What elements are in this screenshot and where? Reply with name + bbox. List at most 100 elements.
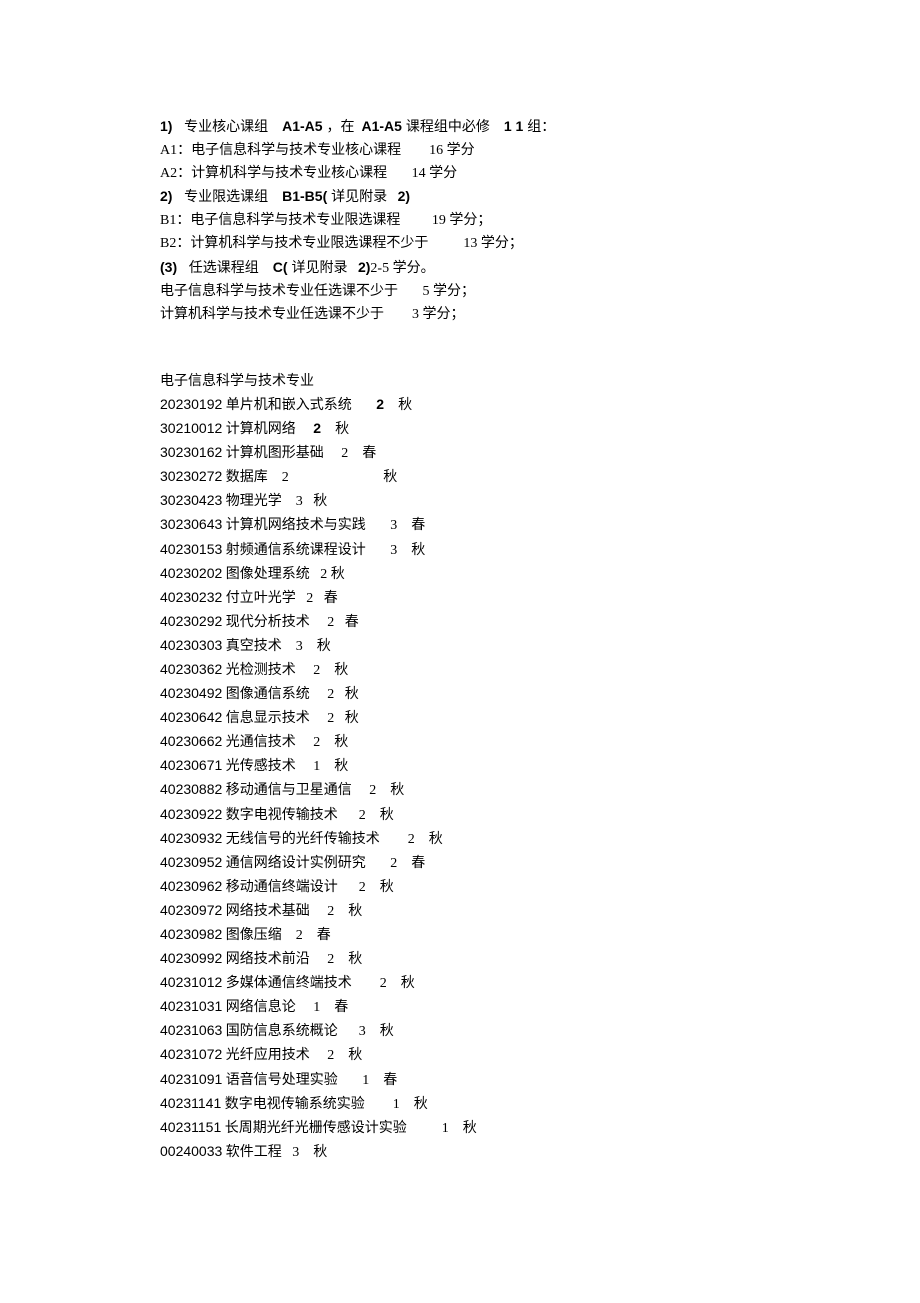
course-code: 40231091 <box>160 1071 222 1087</box>
course-code: 40230492 <box>160 685 222 701</box>
course-name: 计算机网络 <box>222 422 313 437</box>
course-name: 通信网络设计实例研究 2 春 <box>222 856 425 871</box>
course-name: 移动通信终端设计 2 秋 <box>222 880 394 895</box>
course-name: 数据库 2 秋 <box>222 470 397 485</box>
course-row: 40230492 图像通信系统 2 秋 <box>160 682 760 706</box>
course-row: 40230671 光传感技术 1 秋 <box>160 754 760 778</box>
course-term: 秋 <box>321 422 349 437</box>
course-code: 40230932 <box>160 830 222 846</box>
course-row: 40230642 信息显示技术 2 秋 <box>160 706 760 730</box>
course-name: 网络技术基础 2 秋 <box>222 904 362 919</box>
course-row: 30230423 物理光学 3 秋 <box>160 489 760 513</box>
course-name: 光检测技术 2 秋 <box>222 663 348 678</box>
course-row: 40230362 光检测技术 2 秋 <box>160 658 760 682</box>
course-code: 40231072 <box>160 1046 222 1062</box>
header-line-5: B1：电子信息科学与技术专业限选课程 19 学分； <box>160 209 760 232</box>
course-name: 光纤应用技术 2 秋 <box>222 1048 362 1063</box>
course-name: 图像通信系统 2 秋 <box>222 687 359 702</box>
course-name: 网络信息论 1 春 <box>222 1000 348 1015</box>
course-name: 语音信号处理实验 1 春 <box>222 1073 397 1088</box>
course-list: 20230192 单片机和嵌入式系统 2 秋30210012 计算机网络 2 秋… <box>160 393 760 1164</box>
course-row: 00240033 软件工程 3 秋 <box>160 1140 760 1164</box>
course-code: 40230362 <box>160 661 222 677</box>
header-line-2: A1：电子信息科学与技术专业核心课程 16 学分 <box>160 139 760 162</box>
course-row: 40230292 现代分析技术 2 春 <box>160 610 760 634</box>
header-line-7: (3) 任选课程组 C( 详见附录 2)2-5 学分。 <box>160 256 760 280</box>
course-row: 40230662 光通信技术 2 秋 <box>160 730 760 754</box>
course-code: 40230662 <box>160 733 222 749</box>
course-row: 40230922 数字电视传输技术 2 秋 <box>160 803 760 827</box>
course-row: 40230992 网络技术前沿 2 秋 <box>160 947 760 971</box>
course-credits: 2 <box>313 420 321 436</box>
course-code: 40230952 <box>160 854 222 870</box>
course-name: 多媒体通信终端技术 2 秋 <box>222 976 415 991</box>
course-row: 20230192 单片机和嵌入式系统 2 秋 <box>160 393 760 417</box>
course-name: 数字电视传输技术 2 秋 <box>222 808 394 823</box>
course-row: 40231072 光纤应用技术 2 秋 <box>160 1043 760 1067</box>
course-code: 30230643 <box>160 516 222 532</box>
header-line-6: B2：计算机科学与技术专业限选课程不少于 13 学分； <box>160 232 760 255</box>
course-row: 30230643 计算机网络技术与实践 3 春 <box>160 513 760 537</box>
course-code: 40230642 <box>160 709 222 725</box>
course-code: 30230272 <box>160 468 222 484</box>
header-line-9: 计算机科学与技术专业任选课不少于 3 学分； <box>160 303 760 326</box>
course-row: 40231091 语音信号处理实验 1 春 <box>160 1068 760 1092</box>
course-code: 40231012 <box>160 974 222 990</box>
course-name: 图像处理系统 2 秋 <box>222 567 345 582</box>
course-name: 移动通信与卫星通信 2 秋 <box>222 783 404 798</box>
course-code: 30230162 <box>160 444 222 460</box>
course-code: 40230982 <box>160 926 222 942</box>
course-row: 40230952 通信网络设计实例研究 2 春 <box>160 851 760 875</box>
course-code: 40230972 <box>160 902 222 918</box>
course-code: 40230292 <box>160 613 222 629</box>
course-code: 40230232 <box>160 589 222 605</box>
course-code: 40230202 <box>160 565 222 581</box>
course-row: 30230272 数据库 2 秋 <box>160 465 760 489</box>
course-name: 真空技术 3 秋 <box>222 639 331 654</box>
course-name: 物理光学 3 秋 <box>222 494 327 509</box>
course-row: 40230202 图像处理系统 2 秋 <box>160 562 760 586</box>
course-credits: 2 <box>376 396 384 412</box>
course-name: 单片机和嵌入式系统 <box>222 398 376 413</box>
course-name: 图像压缩 2 春 <box>222 928 331 943</box>
course-code: 40231031 <box>160 998 222 1014</box>
section-title: 电子信息科学与技术专业 <box>160 370 760 393</box>
course-row: 40230972 网络技术基础 2 秋 <box>160 899 760 923</box>
course-code: 40230922 <box>160 806 222 822</box>
header-line-1: 1) 专业核心课组 A1-A5 ，在 A1-A5 课程组中必修 1 1 组： <box>160 115 760 139</box>
course-name: 信息显示技术 2 秋 <box>222 711 359 726</box>
course-name: 无线信号的光纤传输技术 2 秋 <box>222 832 443 847</box>
course-code: 40230671 <box>160 757 222 773</box>
course-code: 40230153 <box>160 541 222 557</box>
course-code: 40230992 <box>160 950 222 966</box>
course-name: 光传感技术 1 秋 <box>222 759 348 774</box>
course-row: 40231141 数字电视传输系统实验 1 秋 <box>160 1092 760 1116</box>
course-name: 数字电视传输系统实验 1 秋 <box>221 1097 428 1112</box>
header-line-4: 2) 专业限选课组 B1-B5( 详见附录 2) <box>160 185 760 209</box>
course-row: 40230232 付立叶光学 2 春 <box>160 586 760 610</box>
spacer <box>160 326 760 370</box>
course-name: 光通信技术 2 秋 <box>222 735 348 750</box>
course-row: 30210012 计算机网络 2 秋 <box>160 417 760 441</box>
course-code: 30210012 <box>160 420 222 436</box>
course-code: 40231141 <box>160 1095 221 1111</box>
course-code: 40230882 <box>160 781 222 797</box>
course-row: 40230153 射频通信系统课程设计 3 秋 <box>160 538 760 562</box>
course-name: 计算机网络技术与实践 3 春 <box>222 518 425 533</box>
course-name: 射频通信系统课程设计 3 秋 <box>222 543 425 558</box>
course-row: 40231031 网络信息论 1 春 <box>160 995 760 1019</box>
course-name: 国防信息系统概论 3 秋 <box>222 1024 394 1039</box>
course-code: 20230192 <box>160 396 222 412</box>
course-name: 网络技术前沿 2 秋 <box>222 952 362 967</box>
header-line-3: A2：计算机科学与技术专业核心课程 14 学分 <box>160 162 760 185</box>
course-row: 40230303 真空技术 3 秋 <box>160 634 760 658</box>
course-row: 40230932 无线信号的光纤传输技术 2 秋 <box>160 827 760 851</box>
course-code: 40230962 <box>160 878 222 894</box>
course-code: 40231151 <box>160 1119 221 1135</box>
course-code: 00240033 <box>160 1143 222 1159</box>
course-name: 现代分析技术 2 春 <box>222 615 359 630</box>
course-row: 40231063 国防信息系统概论 3 秋 <box>160 1019 760 1043</box>
course-row: 40231151 长周期光纤光栅传感设计实验 1 秋 <box>160 1116 760 1140</box>
course-code: 40231063 <box>160 1022 222 1038</box>
course-row: 40230962 移动通信终端设计 2 秋 <box>160 875 760 899</box>
